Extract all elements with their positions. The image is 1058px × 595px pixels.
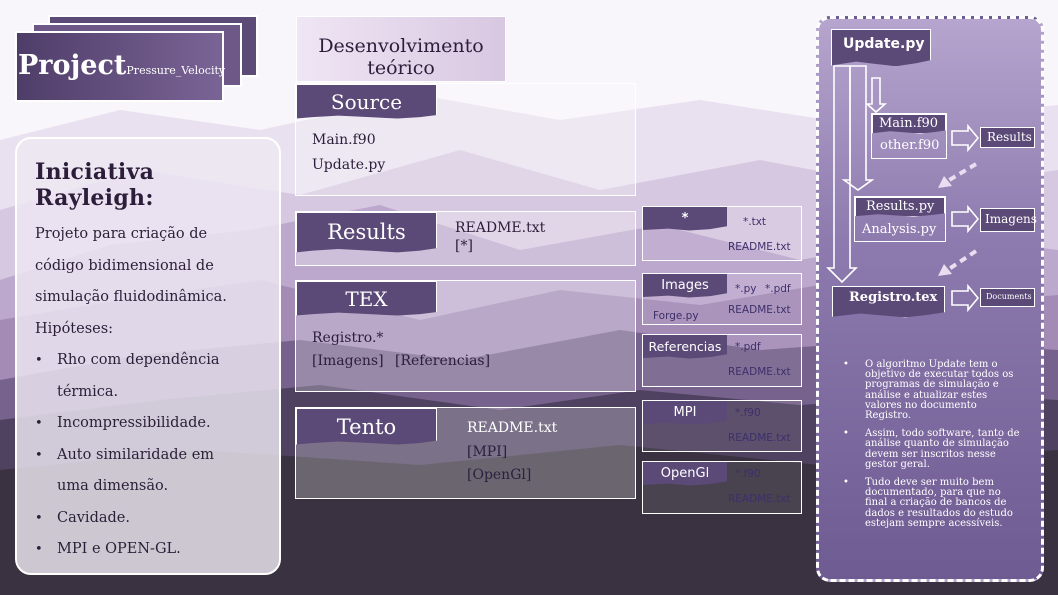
info-line: Projeto para criação de [35,226,208,242]
tex-tag: TEX [296,281,437,316]
file-label: *.f90 [735,468,761,480]
hypothesis-item: Rho com dependência [35,345,261,377]
hypothesis-item-continuation: uma dimensão. [57,478,169,494]
file-label: [*] [455,238,473,254]
hypothesis-item-continuation: térmica. [57,383,119,400]
project-title-text: Project [18,50,127,81]
star-folder-tag: * [643,207,727,231]
source-tag: Source [296,84,437,119]
file-label: *.f90 [735,407,761,419]
file-label: README.txt [455,220,546,236]
file-label: README.txt [728,432,791,444]
arrowhead-icon [938,176,952,188]
file-label: README.txt [467,420,558,436]
analysis-py-label: Analysis.py [862,222,937,237]
arrow-down-icon [841,65,875,191]
hypothesis-item: Auto similaridade em [35,440,261,472]
documents-output-box: Documents [980,288,1035,307]
info-line: Hipóteses: [35,320,114,337]
arrow-down-icon [864,77,888,114]
dev-title-line2: teórico [367,57,435,79]
note-item: O algoritmo Update tem o objetivo de exe… [843,359,1023,421]
file-label: README.txt [728,493,791,505]
folder-label: [Imagens] [312,353,384,369]
file-label: Forge.py [653,310,699,322]
flow-arrows [826,65,980,313]
folder-label: [MPI] [467,444,508,460]
hypotheses-list: Rho com dependência térmica. Incompressi… [35,345,261,566]
file-label: *.txt [743,216,767,228]
referencias-folder-tag: Referencias [643,335,727,359]
images-folder-tag: Images [643,274,727,298]
arrowhead-icon [938,264,952,276]
update-py-box: Update.py [831,29,931,67]
main-f90-label: Main.f90 [872,114,946,134]
tento-tag: Tento [296,408,437,445]
dev-title-line1: Desenvolvimento [318,35,484,57]
project-subtitle: Pressure_Velocity [126,64,226,77]
referencias-folder-box: Referencias *.pdf README.txt [642,334,802,387]
arrow-right-icon [951,123,980,153]
file-label: Registro.* [312,330,384,346]
folder-label: [OpenGl] [467,467,532,483]
mpi-folder-box: MPI *.f90 README.txt [642,400,802,452]
arrow-right-icon [951,204,980,234]
notes-list: O algoritmo Update tem o objetivo de exe… [843,359,1023,537]
file-label: *.py [735,283,757,295]
arrow-down-icon [826,65,858,284]
arrow-right-icon [951,283,980,313]
info-title: Iniciativa Rayleigh: [35,159,155,211]
file-label: *.pdf [765,283,791,295]
analysis-box [854,196,946,242]
mpi-folder-tag: MPI [643,401,727,425]
file-label: Main.f90 [312,132,376,148]
dev-header: Desenvolvimento teórico [296,16,506,82]
registro-tex-box: Registro.tex [832,286,945,318]
images-folder-box: Images *.py *.pdf Forge.py README.txt [642,273,802,325]
dashed-arrow-line [944,249,978,273]
info-card: Iniciativa Rayleigh: Projeto para criaçã… [15,137,281,575]
file-label: Update.py [312,157,386,173]
file-label: README.txt [728,241,791,253]
folder-label: [Referencias] [395,353,491,369]
results-tag: Results [296,212,437,253]
file-label: *.pdf [735,341,761,353]
file-label: README.txt [728,304,791,316]
results-py-label: Results.py [855,197,945,217]
dashed-arrow-line [944,162,978,184]
file-label: README.txt [728,366,791,378]
opengl-folder-box: OpenGl *.f90 README.txt [642,461,802,514]
project-title: ProjectPressure_Velocity [18,50,225,81]
info-line: código bidimensional de [35,257,214,274]
title-sheet-front [15,31,224,102]
hypothesis-item: Cavidade. [35,503,261,535]
main-other-box [871,113,947,159]
info-line: simulação fluidodinâmica. [35,289,227,305]
hypothesis-item: MPI e OPEN-GL. [35,534,261,566]
other-f90-label: other.f90 [880,138,940,153]
note-item: Tudo deve ser muito bem documentado, par… [843,477,1023,529]
hypothesis-item: Incompressibilidade. [35,408,261,440]
note-item: Assim, todo software, tanto de análise q… [843,429,1023,470]
results-output-box: Results [980,127,1035,148]
imagens-output-box: Imagens [980,208,1037,232]
opengl-folder-tag: OpenGl [643,462,727,486]
star-folder-box: * *.txt README.txt [642,206,802,261]
